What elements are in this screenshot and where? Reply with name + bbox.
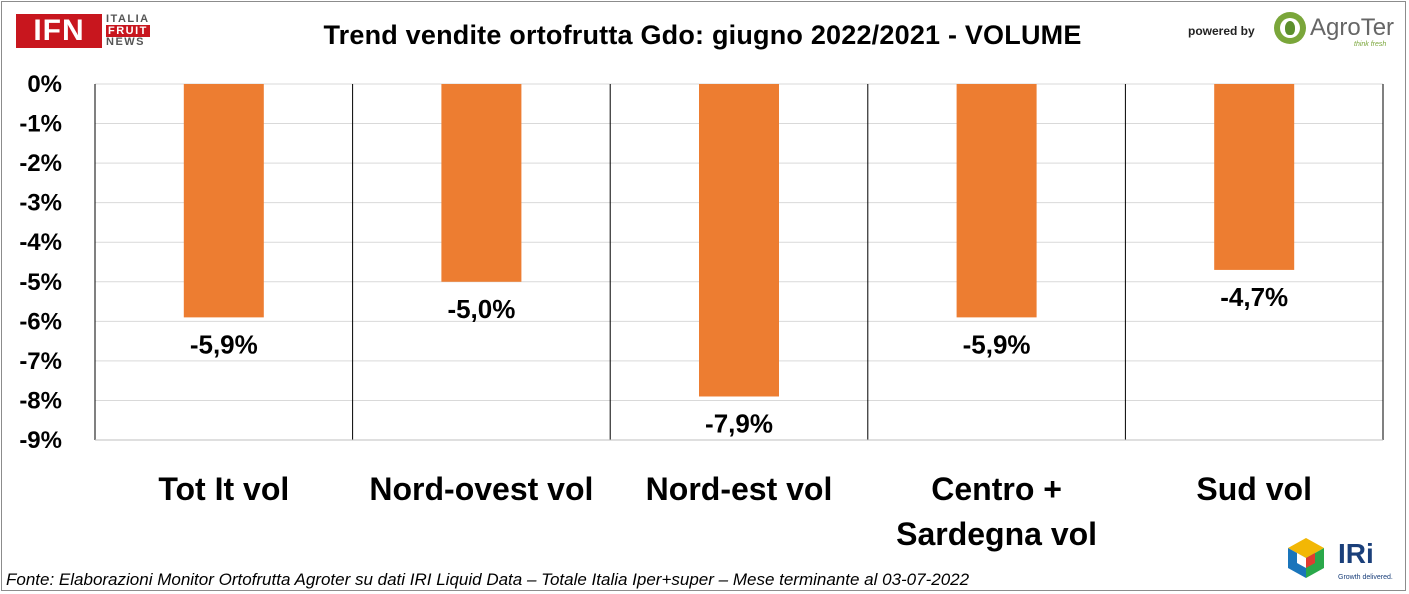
data-label: -5,9%	[963, 329, 1031, 359]
x-category-label: Tot It vol	[158, 471, 289, 507]
agroter-leaf-icon	[1274, 12, 1306, 44]
ifn-logo: IFN ITALIA FRUIT NEWS	[16, 13, 166, 54]
y-tick-label: -9%	[19, 427, 62, 454]
y-tick-label: -7%	[19, 348, 62, 375]
source-footnote: Fonte: Elaborazioni Monitor Ortofrutta A…	[6, 570, 970, 589]
x-category-label: Sud vol	[1196, 471, 1312, 507]
data-label: -5,0%	[447, 294, 515, 324]
y-tick-label: -1%	[19, 111, 62, 138]
x-category-label: Centro +	[931, 471, 1062, 507]
bar	[1214, 84, 1295, 270]
y-tick-label: -2%	[19, 150, 62, 177]
ifn-logo-text: ITALIA FRUIT NEWS	[106, 13, 164, 49]
iri-name: IRi	[1338, 538, 1374, 569]
bar	[183, 84, 264, 318]
y-tick-label: 0%	[27, 71, 62, 98]
ifn-logo-line1: ITALIA	[106, 13, 150, 25]
data-label: -7,9%	[705, 408, 773, 438]
y-tick-label: -4%	[19, 229, 62, 256]
data-label: -5,9%	[190, 329, 258, 359]
x-category-label: Nord-ovest vol	[369, 471, 593, 507]
bar	[441, 84, 522, 282]
x-category-label: Nord-est vol	[646, 471, 833, 507]
agroter-tagline: think fresh	[1354, 41, 1387, 48]
agroter-name: AgroTer	[1310, 14, 1395, 41]
y-tick-label: -3%	[19, 190, 62, 217]
bar	[699, 84, 779, 397]
bar	[956, 84, 1037, 318]
powered-by-label: powered by	[1188, 24, 1255, 38]
chart-title: Trend vendite ortofrutta Gdo: giugno 202…	[323, 20, 1082, 50]
y-tick-label: -5%	[19, 269, 62, 296]
ifn-logo-mark: IFN	[16, 14, 102, 48]
data-label: -4,7%	[1220, 282, 1288, 312]
x-category-label: Sardegna vol	[896, 516, 1097, 552]
ifn-logo-line2: FRUIT	[106, 24, 150, 37]
iri-cube-icon	[1288, 538, 1324, 578]
iri-tagline: Growth delivered.	[1338, 574, 1393, 581]
ifn-logo-line3: NEWS	[106, 36, 145, 48]
y-tick-label: -8%	[19, 387, 62, 414]
agroter-logo: AgroTer think fresh	[1274, 10, 1400, 50]
iri-logo: IRi Growth delivered.	[1284, 536, 1404, 586]
y-tick-label: -6%	[19, 308, 62, 335]
